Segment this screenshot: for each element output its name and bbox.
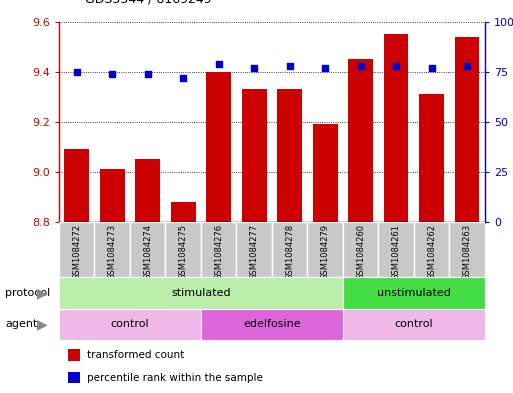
Bar bbox=[59, 222, 94, 277]
Bar bbox=[414, 222, 449, 277]
Bar bbox=[384, 34, 408, 222]
Text: GSM1084262: GSM1084262 bbox=[427, 224, 436, 280]
Bar bbox=[135, 160, 160, 222]
Bar bbox=[201, 222, 236, 277]
Bar bbox=[130, 222, 165, 277]
Text: protocol: protocol bbox=[5, 288, 50, 298]
Point bbox=[357, 62, 365, 69]
Text: ▶: ▶ bbox=[37, 286, 48, 300]
Point bbox=[179, 75, 187, 81]
Point bbox=[73, 68, 81, 75]
Point bbox=[286, 62, 294, 69]
Text: GSM1084276: GSM1084276 bbox=[214, 224, 223, 280]
Point bbox=[463, 62, 471, 69]
Point bbox=[250, 64, 258, 71]
Bar bbox=[343, 309, 485, 340]
Bar bbox=[206, 72, 231, 222]
Point bbox=[108, 71, 116, 77]
Bar bbox=[59, 277, 343, 309]
Text: GDS5544 / 8169249: GDS5544 / 8169249 bbox=[85, 0, 211, 6]
Text: GSM1084272: GSM1084272 bbox=[72, 224, 81, 280]
Text: control: control bbox=[111, 319, 149, 329]
Text: stimulated: stimulated bbox=[171, 288, 231, 298]
Point bbox=[321, 64, 329, 71]
Bar bbox=[68, 372, 80, 384]
Bar bbox=[59, 309, 201, 340]
Bar bbox=[277, 89, 302, 222]
Text: GSM1084274: GSM1084274 bbox=[143, 224, 152, 280]
Bar bbox=[94, 222, 130, 277]
Point bbox=[392, 62, 400, 69]
Bar bbox=[236, 222, 272, 277]
Point bbox=[427, 64, 436, 71]
Text: edelfosine: edelfosine bbox=[243, 319, 301, 329]
Text: GSM1084273: GSM1084273 bbox=[108, 224, 117, 280]
Text: GSM1084275: GSM1084275 bbox=[179, 224, 188, 280]
Text: GSM1084263: GSM1084263 bbox=[463, 224, 471, 280]
Bar bbox=[419, 94, 444, 222]
Text: agent: agent bbox=[5, 319, 37, 329]
Bar bbox=[100, 169, 125, 222]
Bar bbox=[171, 202, 195, 222]
Text: unstimulated: unstimulated bbox=[377, 288, 451, 298]
Text: GSM1084279: GSM1084279 bbox=[321, 224, 330, 280]
Point bbox=[214, 61, 223, 67]
Bar bbox=[378, 222, 414, 277]
Bar bbox=[242, 89, 267, 222]
Text: transformed count: transformed count bbox=[87, 350, 184, 360]
Text: GSM1084278: GSM1084278 bbox=[285, 224, 294, 280]
Point bbox=[144, 71, 152, 77]
Bar bbox=[165, 222, 201, 277]
Text: percentile rank within the sample: percentile rank within the sample bbox=[87, 373, 263, 383]
Bar bbox=[343, 222, 378, 277]
Text: control: control bbox=[394, 319, 433, 329]
Bar bbox=[64, 149, 89, 222]
Bar bbox=[343, 277, 485, 309]
Bar bbox=[449, 222, 485, 277]
Bar bbox=[272, 222, 307, 277]
Bar bbox=[348, 59, 373, 222]
Bar bbox=[68, 349, 80, 361]
Bar bbox=[201, 309, 343, 340]
Text: GSM1084277: GSM1084277 bbox=[250, 224, 259, 280]
Bar bbox=[455, 37, 480, 222]
Bar bbox=[313, 124, 338, 222]
Bar bbox=[307, 222, 343, 277]
Text: GSM1084260: GSM1084260 bbox=[356, 224, 365, 280]
Text: GSM1084261: GSM1084261 bbox=[391, 224, 401, 280]
Text: ▶: ▶ bbox=[37, 317, 48, 331]
